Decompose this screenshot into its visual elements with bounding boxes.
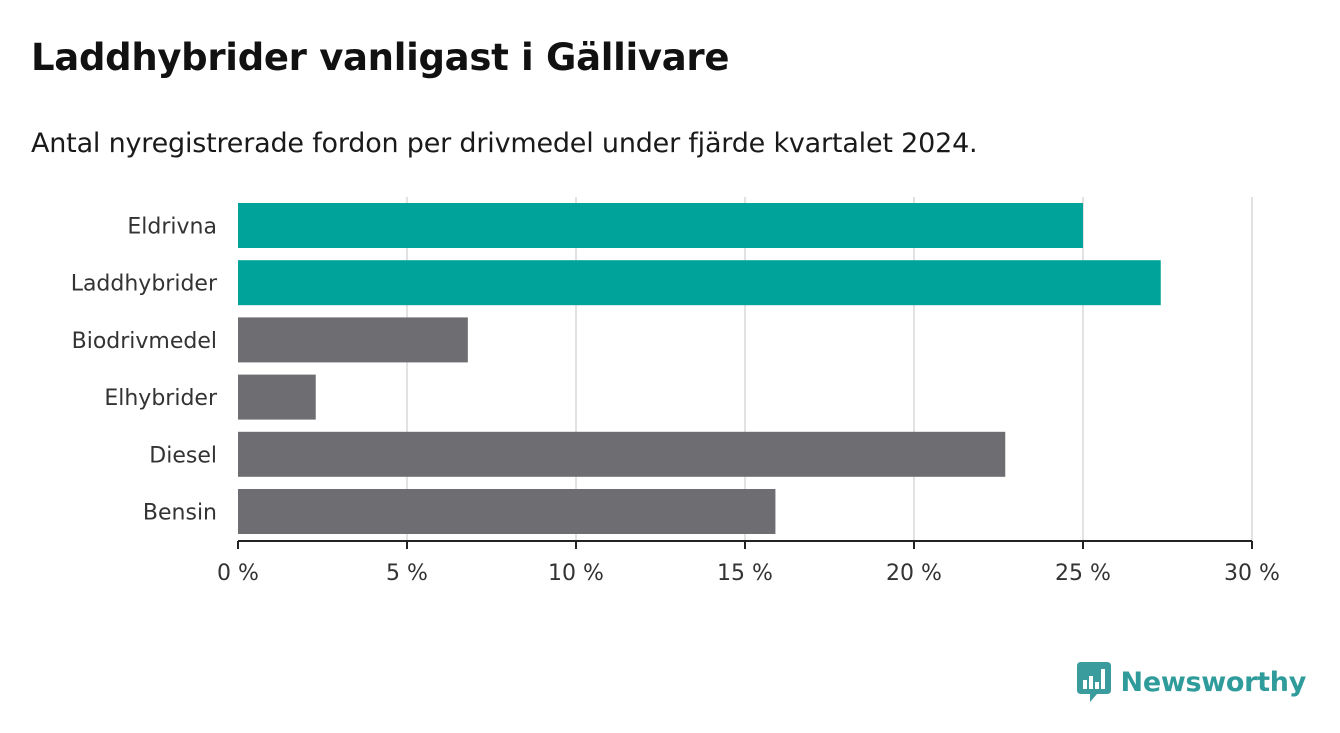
bar [238,431,1006,477]
bar [238,374,316,420]
x-tick-label: 20 % [886,561,942,586]
x-tick-label: 5 % [386,561,428,586]
bars [238,203,1161,534]
newsworthy-brand[interactable]: Newsworthy [1076,662,1307,702]
chart-subtitle: Antal nyregistrerade fordon per drivmede… [31,128,978,159]
x-tick-label: 15 % [717,561,773,586]
bar [238,203,1083,248]
chart-title: Laddhybrider vanligast i Gällivare [31,36,730,79]
category-label: Diesel [149,443,217,468]
category-labels: Eldrivna Laddhybrider Biodrivmedel Elhybrid… [71,215,218,526]
grid-lines [406,197,1253,541]
category-label: Bensin [143,501,217,526]
newsworthy-logo-icon [1076,662,1111,702]
category-label: Elhybrider [104,386,218,411]
bar [238,489,776,534]
brand-name: Newsworthy [1120,666,1307,698]
category-label: Eldrivna [127,215,217,240]
x-tick-label: 30 % [1224,561,1280,586]
x-tick-label: 10 % [548,561,604,586]
bar-chart: 0 % 5 % 10 % 15 % 20 % 25 % 30 % Eldrivna Laddh… [71,197,1280,586]
x-tick-label: 25 % [1055,561,1111,586]
category-label: Laddhybrider [71,272,218,297]
category-label: Biodrivmedel [72,329,217,354]
x-tick-label: 0 % [217,561,259,586]
bar [238,317,468,363]
bar [238,260,1161,306]
x-axis: 0 % 5 % 10 % 15 % 20 % 25 % 30 % [217,540,1280,586]
